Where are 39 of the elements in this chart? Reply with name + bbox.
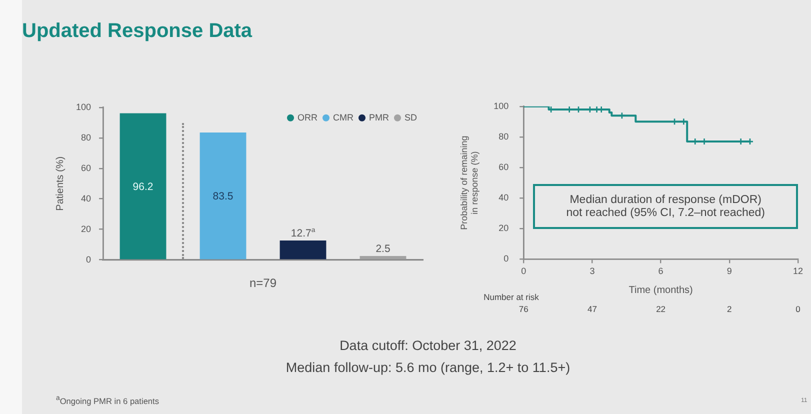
y-tick-label: 80 <box>81 132 92 142</box>
y-tick-label: 20 <box>81 224 92 234</box>
y-tick-label: 0 <box>86 254 92 264</box>
x-tick-label: 6 <box>658 266 664 276</box>
y-tick-label: 0 <box>504 254 509 264</box>
text: Number at risk <box>484 292 539 303</box>
data-label: 2.5 <box>376 242 390 255</box>
y-tick-label: 20 <box>498 223 509 234</box>
text: 22 <box>656 304 666 315</box>
legend-label: PMR <box>369 112 390 122</box>
x-tick-label: 0 <box>521 266 526 276</box>
chart-title: Updated Response Data <box>22 20 252 43</box>
x-tick-label: 3 <box>590 266 595 276</box>
legend-label: SD <box>404 112 418 122</box>
text: $^{a}$Ongoing PMR in 6 patients <box>56 395 160 406</box>
y-tick-label: 60 <box>81 162 92 173</box>
y-tick-label: 100 <box>494 100 509 111</box>
y-axis-title: Patients (%) <box>54 156 66 211</box>
x-axis-title: n=79 <box>249 276 277 290</box>
x-tick-label: 9 <box>726 266 732 276</box>
x-axis-title: Time (months) <box>628 284 693 296</box>
legend-label: ORR <box>298 112 318 122</box>
y-tick-label: 40 <box>81 193 92 204</box>
text: 47 <box>587 304 597 315</box>
legend-label: CMR <box>333 112 354 122</box>
text: 0 <box>796 304 800 315</box>
text: Data cutoff: October 31, 2022 <box>340 338 516 354</box>
y-axis-title: Probability of remaining in response (%) <box>458 136 480 230</box>
data-label: 83.5 <box>212 190 234 203</box>
y-tick-label: 100 <box>76 102 92 112</box>
data-label: 96.2 <box>132 180 154 193</box>
y-tick-label: 80 <box>498 131 509 142</box>
y-tick-label: 60 <box>498 162 509 172</box>
x-tick-label: 12 <box>792 266 804 276</box>
y-tick-label: 40 <box>498 192 509 203</box>
text: Median follow-up: 5.6 mo (range, 1.2+ to 11.5+) <box>286 360 570 376</box>
text: 76 <box>518 304 528 315</box>
annotation: Median duration of response (mDOR) not reached (95% CI, 7.2–not reached) <box>533 184 798 230</box>
text: 2 <box>727 304 732 315</box>
